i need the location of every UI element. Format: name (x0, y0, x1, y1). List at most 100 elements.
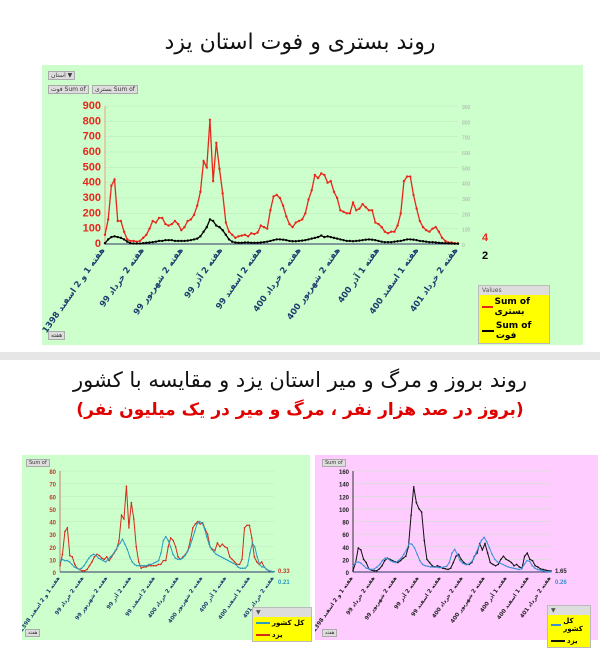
data-point (361, 202, 364, 206)
data-point (236, 563, 238, 566)
data-point (169, 537, 172, 539)
data-point (437, 566, 440, 569)
legend-header[interactable]: ▼ (253, 608, 311, 617)
data-point (183, 239, 186, 243)
data-point (162, 539, 165, 542)
data-point (198, 520, 201, 523)
data-point (105, 556, 108, 558)
field-button-sum[interactable]: Sum of (322, 459, 346, 467)
data-point (106, 238, 110, 241)
data-point (272, 238, 275, 242)
data-point (419, 559, 421, 562)
data-point (164, 222, 167, 226)
field-button-sum[interactable]: Sum of (26, 459, 50, 467)
y-tick-label: 300 (83, 192, 101, 204)
data-point (213, 551, 215, 553)
data-point (140, 567, 142, 570)
data-point (332, 190, 336, 194)
y2-tick-label: 700 (462, 136, 471, 142)
data-point (403, 553, 405, 556)
data-point (64, 559, 66, 562)
data-point (199, 235, 202, 238)
y-tick-label: 10 (49, 558, 56, 564)
data-point (370, 209, 374, 212)
data-point (208, 218, 212, 221)
data-point (137, 561, 140, 563)
data-point (361, 238, 364, 242)
data-point (109, 556, 112, 558)
filter-button-province[interactable]: ▼ استان (48, 71, 76, 80)
data-point (447, 568, 449, 571)
end-value-label: 1.65 (555, 569, 567, 575)
y-tick-label: 30 (49, 533, 56, 539)
data-point (221, 229, 224, 232)
data-point (377, 239, 380, 243)
data-point (297, 219, 301, 223)
data-point (373, 569, 375, 572)
x-tick-label: هفته 2 آذر 99 (181, 245, 225, 301)
data-point (164, 559, 167, 562)
data-point (128, 556, 131, 558)
data-point (244, 567, 246, 570)
field-button-week[interactable]: هفته (322, 629, 338, 637)
data-point (383, 230, 387, 233)
end-value-label: 0.33 (278, 569, 290, 575)
field-button-week[interactable]: هفته (25, 629, 41, 637)
data-point (531, 559, 534, 562)
y2-tick-label: 500 (462, 166, 471, 172)
data-point (381, 564, 383, 567)
data-point (151, 219, 154, 223)
data-point (174, 545, 177, 548)
data-point (218, 167, 221, 171)
data-point (483, 536, 485, 539)
data-point (453, 242, 457, 245)
y-tick-label: 800 (83, 115, 101, 127)
data-point (162, 559, 165, 562)
data-point (477, 545, 480, 548)
data-point (412, 485, 415, 488)
data-point (431, 564, 433, 567)
data-point (383, 559, 386, 562)
field-button-death[interactable]: Sum of فوت (48, 85, 89, 94)
data-point (150, 564, 152, 567)
data-point (424, 240, 428, 243)
data-point (211, 219, 215, 223)
data-point (424, 564, 427, 567)
data-point (262, 240, 266, 244)
data-point (339, 238, 342, 241)
data-point (323, 173, 326, 177)
data-point (428, 240, 431, 244)
data-point (262, 225, 266, 229)
data-point (125, 485, 128, 487)
data-point (342, 238, 345, 242)
data-point (240, 241, 243, 244)
data-point (431, 240, 434, 244)
field-button-hospitalized[interactable]: Sum of بستری (92, 85, 138, 94)
data-point (224, 221, 228, 224)
data-point (357, 561, 360, 563)
data-point (316, 176, 320, 180)
field-button-week[interactable]: هفته (48, 331, 66, 340)
y-tick-label: 600 (83, 146, 101, 158)
data-point (132, 518, 135, 520)
data-point (136, 564, 138, 567)
legend-header[interactable]: ▼ (548, 606, 590, 615)
data-point (226, 547, 229, 549)
data-point (224, 233, 228, 236)
data-point (378, 568, 381, 570)
data-point (110, 235, 113, 239)
data-point (313, 173, 317, 177)
data-point (100, 558, 102, 561)
data-point (542, 569, 544, 572)
data-point (263, 566, 266, 568)
data-point (491, 553, 493, 556)
data-point (114, 549, 117, 552)
data-point (227, 230, 231, 233)
data-point (138, 564, 141, 567)
data-point (246, 524, 248, 527)
data-point (510, 561, 513, 564)
data-point (443, 566, 445, 568)
y-tick-label: 20 (342, 558, 349, 564)
data-point (191, 538, 194, 540)
data-point (323, 235, 326, 239)
